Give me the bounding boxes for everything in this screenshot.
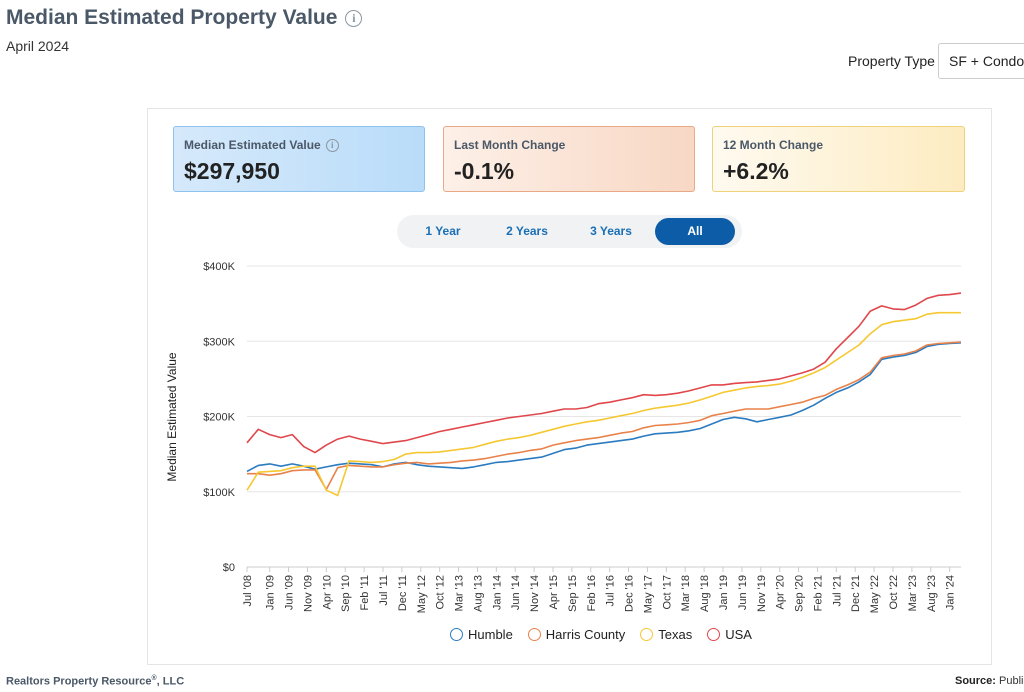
x-tick-label: Aug '18 xyxy=(699,575,711,612)
page-subtitle: April 2024 xyxy=(6,38,70,54)
x-tick-label: Aug '23 xyxy=(926,575,938,612)
series-line-harris-county xyxy=(247,341,962,491)
x-tick-label: Feb '11 xyxy=(359,575,371,611)
property-type-label: Property Type xyxy=(848,53,935,69)
footer-source-label: Source: xyxy=(955,675,996,687)
legend-marker-texas xyxy=(640,628,654,641)
median-value-card: Median Estimated Value i $297,950 xyxy=(173,126,425,192)
range-all-button[interactable]: All xyxy=(655,218,735,245)
page-title: Median Estimated Property Value i xyxy=(6,6,363,30)
x-tick-label: Mar '13 xyxy=(454,575,466,611)
x-tick-label: Jan '24 xyxy=(945,575,957,610)
y-tick-label: $200K xyxy=(203,412,235,424)
footer-company-suffix: , LLC xyxy=(156,675,185,688)
y-tick-label: $400K xyxy=(203,261,235,273)
x-tick-label: Jun '14 xyxy=(510,575,522,610)
legend-label-harris-county: Harris County xyxy=(545,627,626,642)
y-tick-label: $0 xyxy=(223,562,235,574)
x-tick-label: Dec '21 xyxy=(850,575,862,612)
x-tick-label: Apr '15 xyxy=(548,575,560,610)
x-tick-label: Apr '20 xyxy=(775,575,787,610)
legend-marker-usa xyxy=(707,628,721,641)
last-month-change-label: Last Month Change xyxy=(454,138,566,152)
y-tick-label: $100K xyxy=(203,487,235,499)
legend-marker-humble xyxy=(450,628,463,641)
legend-label-humble: Humble xyxy=(468,627,513,642)
x-tick-label: Dec '11 xyxy=(397,575,409,611)
x-tick-label: Nov '09 xyxy=(302,575,314,612)
x-tick-label: Sep '10 xyxy=(340,575,352,612)
x-tick-label: Feb '21 xyxy=(812,575,824,611)
info-icon[interactable]: i xyxy=(325,138,339,152)
x-tick-label: Mar '23 xyxy=(907,575,919,611)
legend-item-harris-county[interactable]: Harris County xyxy=(527,627,626,642)
x-tick-label: Feb '16 xyxy=(586,575,598,611)
info-icon[interactable]: i xyxy=(345,9,363,27)
x-tick-label: Apr '10 xyxy=(321,575,333,610)
last-month-change-value: -0.1% xyxy=(454,158,515,184)
footer-source: Source: Public xyxy=(955,675,1024,687)
x-tick-label: Nov '14 xyxy=(529,575,541,612)
series-line-humble xyxy=(246,342,962,473)
median-value: $297,950 xyxy=(184,158,280,184)
x-tick-label: Oct '22 xyxy=(888,575,900,610)
x-tick-label: Jan '19 xyxy=(718,575,730,610)
range-selector: 1 Year 2 Years 3 Years All xyxy=(397,215,742,248)
legend-item-texas[interactable]: Texas xyxy=(640,627,692,642)
x-tick-label: Jan '09 xyxy=(265,575,277,610)
series-line-texas xyxy=(246,311,961,497)
x-tick-label: Oct '17 xyxy=(661,575,673,610)
x-tick-label: May '12 xyxy=(416,575,428,613)
range-1-year-button[interactable]: 1 Year xyxy=(425,224,461,238)
x-tick-label: Sep '20 xyxy=(794,575,806,612)
x-tick-label: Jul '11 xyxy=(378,575,390,606)
x-tick-label: May '22 xyxy=(869,575,881,613)
x-tick-label: Oct '12 xyxy=(435,575,447,610)
x-tick-label: Jun '09 xyxy=(284,575,296,610)
x-tick-label: Dec '16 xyxy=(624,575,636,612)
x-tick-label: Nov '19 xyxy=(756,575,768,612)
legend-item-usa[interactable]: USA xyxy=(707,627,752,642)
x-tick-label: Sep '15 xyxy=(567,575,579,612)
footer-source-text: Public xyxy=(999,675,1024,687)
x-tick-label: Jan '14 xyxy=(491,575,503,610)
footer-attribution: Realtors Property Resource®, LLC xyxy=(6,675,185,688)
twelve-month-change-value: +6.2% xyxy=(723,158,789,184)
x-tick-label: Jun '19 xyxy=(737,575,749,610)
page-title-text: Median Estimated Property Value xyxy=(6,6,338,29)
range-2-years-button[interactable]: 2 Years xyxy=(506,224,548,238)
chart-panel xyxy=(147,108,992,665)
x-tick-label: Jul '08 xyxy=(242,575,254,606)
legend-label-texas: Texas xyxy=(658,627,693,642)
chart-legend: Humble Harris County Texas USA xyxy=(450,627,767,642)
x-tick-label: Jul '21 xyxy=(831,575,843,606)
x-tick-label: Jul '16 xyxy=(605,575,617,606)
legend-label-usa: USA xyxy=(725,627,752,642)
median-value-label: Median Estimated Value xyxy=(184,138,321,152)
x-tick-label: May '17 xyxy=(642,575,654,613)
y-tick-label: $300K xyxy=(203,336,235,348)
footer-company: Realtors Property Resource xyxy=(6,675,152,688)
twelve-month-change-card: 12 Month Change +6.2% xyxy=(712,126,965,192)
legend-marker-harris-county xyxy=(527,628,541,641)
last-month-change-card: Last Month Change -0.1% xyxy=(443,126,695,192)
range-3-years-button[interactable]: 3 Years xyxy=(590,224,632,238)
property-type-select[interactable]: SF + Condo/ xyxy=(938,43,1024,79)
x-tick-label: Aug '13 xyxy=(472,575,484,612)
series-line-usa xyxy=(246,292,962,454)
x-tick-label: Mar '18 xyxy=(680,575,692,611)
legend-item-humble[interactable]: Humble xyxy=(450,627,513,642)
twelve-month-change-label: 12 Month Change xyxy=(723,138,824,152)
median-value-label-row: Median Estimated Value i xyxy=(184,138,424,152)
